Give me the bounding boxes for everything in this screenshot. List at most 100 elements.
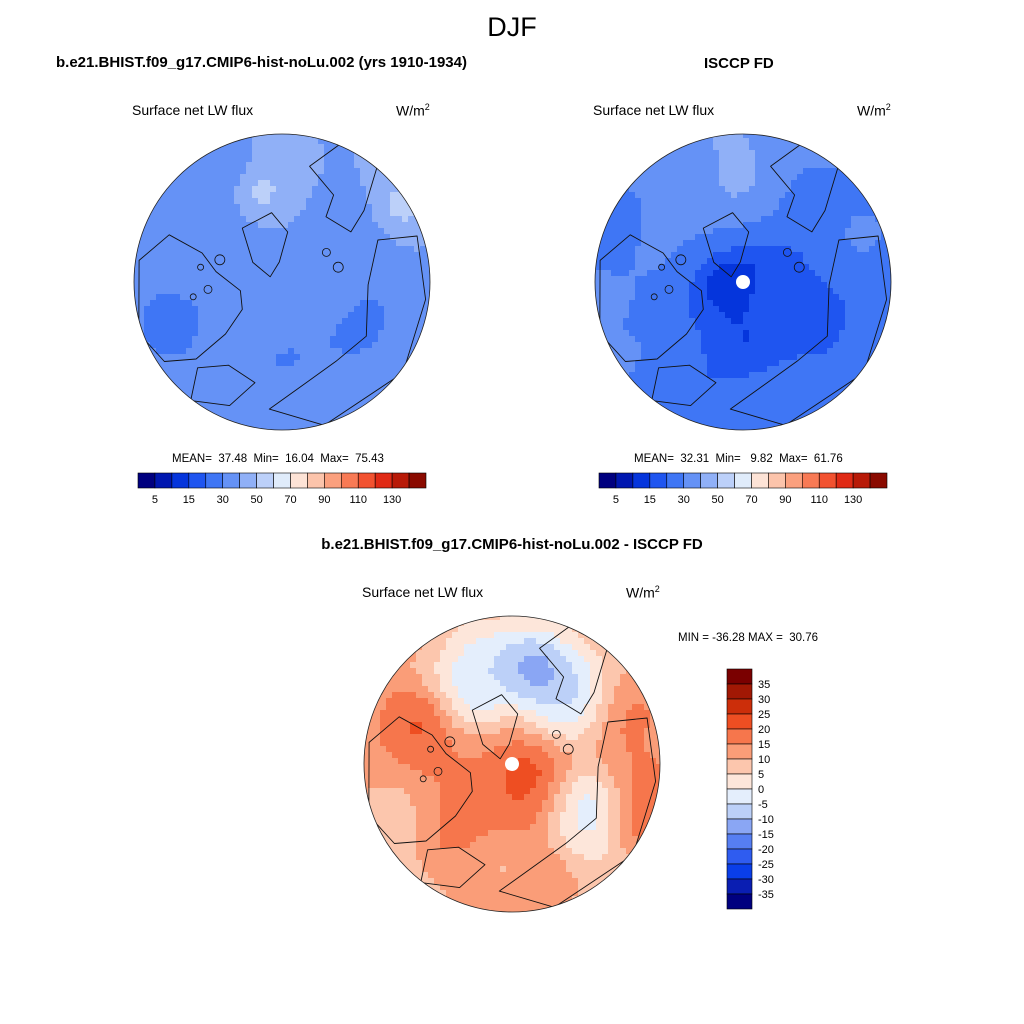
colorbar-swatch bbox=[726, 848, 753, 865]
colorbar-tick-label: 130 bbox=[383, 494, 401, 506]
model-variable-label: Surface net LW flux bbox=[132, 102, 254, 118]
colorbar-swatch bbox=[357, 472, 376, 489]
colorbar-swatch bbox=[239, 472, 257, 489]
colorbar-swatch bbox=[835, 472, 854, 489]
map-border bbox=[594, 133, 892, 431]
colorbar-swatch bbox=[717, 472, 735, 489]
colorbar-tick-label: 5 bbox=[613, 494, 619, 506]
colorbar-tick-label: 30 bbox=[217, 494, 229, 506]
diff-stats: MIN = -36.28 MAX = 30.76 bbox=[678, 632, 818, 644]
diff-colorbar: 35 30 25 20 15 10 5 0 -5 -10 -15 -20 -25 -30 -35 bbox=[726, 668, 774, 910]
colorbar-tick-label: 50 bbox=[250, 494, 262, 506]
colorbar-swatch bbox=[649, 472, 668, 489]
colorbar-swatch bbox=[726, 743, 753, 760]
obs-colorbar: 5 15 30 50 70 90 110 130 bbox=[598, 472, 888, 506]
colorbar-swatch bbox=[726, 818, 753, 835]
figure-title: DJF bbox=[487, 12, 537, 42]
colorbar-tick-label: 5 bbox=[152, 494, 158, 506]
colorbar-swatch bbox=[869, 472, 888, 489]
colorbar-tick-label: 5 bbox=[758, 769, 764, 781]
diff-units-label: W/m2 bbox=[626, 584, 660, 601]
colorbar-swatch bbox=[632, 472, 651, 489]
colorbar-swatch bbox=[408, 472, 427, 489]
colorbar-swatch bbox=[340, 472, 359, 489]
colorbar-tick-label: 70 bbox=[284, 494, 296, 506]
colorbar-tick-label: 15 bbox=[183, 494, 195, 506]
colorbar-swatch bbox=[726, 698, 753, 715]
colorbar-swatch bbox=[273, 472, 291, 489]
model-stats: MEAN= 37.48 Min= 16.04 Max= 75.43 bbox=[172, 453, 384, 465]
colorbar-tick-label: 110 bbox=[349, 494, 367, 506]
colorbar-swatch bbox=[726, 683, 753, 700]
colorbar-swatch bbox=[726, 833, 753, 850]
colorbar-swatch bbox=[726, 878, 753, 895]
obs-polar-map bbox=[594, 133, 892, 431]
colorbar-swatch bbox=[666, 472, 685, 489]
colorbar-swatch bbox=[726, 728, 753, 745]
colorbar-tick-label: 30 bbox=[678, 494, 690, 506]
colorbar-swatch bbox=[726, 773, 753, 790]
colorbar-tick-label: 90 bbox=[779, 494, 791, 506]
colorbar-tick-label: -20 bbox=[758, 844, 774, 856]
colorbar-swatch bbox=[726, 893, 753, 910]
map-border bbox=[363, 615, 661, 913]
colorbar-tick-label: -10 bbox=[758, 814, 774, 826]
colorbar-swatch bbox=[324, 472, 342, 489]
obs-stats: MEAN= 32.31 Min= 9.82 Max= 61.76 bbox=[634, 453, 843, 465]
diff-panel-title: b.e21.BHIST.f09_g17.CMIP6-hist-noLu.002 … bbox=[321, 536, 703, 553]
colorbar-tick-label: 30 bbox=[758, 694, 770, 706]
colorbar-swatch bbox=[726, 758, 753, 775]
colorbar-swatch bbox=[205, 472, 224, 489]
model-polar-map bbox=[133, 133, 431, 431]
colorbar-swatch bbox=[391, 472, 410, 489]
obs-panel-title: ISCCP FD bbox=[704, 55, 774, 72]
colorbar-swatch bbox=[801, 472, 820, 489]
colorbar-tick-label: -30 bbox=[758, 874, 774, 886]
colorbar-swatch bbox=[818, 472, 837, 489]
colorbar-swatch bbox=[374, 472, 393, 489]
colorbar-tick-label: 15 bbox=[758, 739, 770, 751]
diff-variable-label: Surface net LW flux bbox=[362, 584, 484, 600]
colorbar-swatch bbox=[137, 472, 156, 489]
colorbar-swatch bbox=[785, 472, 803, 489]
colorbar-tick-label: 70 bbox=[745, 494, 757, 506]
colorbar-tick-label: 130 bbox=[844, 494, 862, 506]
missing-pole bbox=[736, 275, 750, 289]
colorbar-swatch bbox=[171, 472, 190, 489]
model-colorbar: 5 15 30 50 70 90 110 130 bbox=[137, 472, 427, 506]
map-field bbox=[364, 616, 660, 912]
colorbar-swatch bbox=[222, 472, 240, 489]
colorbar-tick-label: 35 bbox=[758, 679, 770, 691]
colorbar-tick-label: 20 bbox=[758, 724, 770, 736]
colorbar-swatch bbox=[615, 472, 634, 489]
colorbar-swatch bbox=[256, 472, 274, 489]
colorbar-swatch bbox=[852, 472, 871, 489]
colorbar-tick-label: -25 bbox=[758, 859, 774, 871]
colorbar-swatch bbox=[726, 713, 753, 730]
colorbar-tick-label: 50 bbox=[711, 494, 723, 506]
obs-units-label: W/m2 bbox=[857, 102, 891, 119]
model-units-label: W/m2 bbox=[396, 102, 430, 119]
colorbar-tick-label: 90 bbox=[318, 494, 330, 506]
colorbar-swatch bbox=[726, 863, 753, 880]
colorbar-swatch bbox=[751, 472, 769, 489]
colorbar-swatch bbox=[734, 472, 752, 489]
colorbar-swatch bbox=[726, 788, 753, 805]
map-field bbox=[134, 134, 430, 430]
colorbar-tick-label: 15 bbox=[644, 494, 656, 506]
colorbar-swatch bbox=[683, 472, 701, 489]
colorbar-tick-label: 110 bbox=[810, 494, 828, 506]
colorbar-swatch bbox=[700, 472, 718, 489]
diff-polar-map bbox=[363, 615, 661, 913]
colorbar-swatch bbox=[726, 668, 753, 685]
colorbar-tick-label: -15 bbox=[758, 829, 774, 841]
colorbar-tick-label: -5 bbox=[758, 799, 768, 811]
colorbar-swatch bbox=[188, 472, 207, 489]
colorbar-tick-label: -35 bbox=[758, 889, 774, 901]
colorbar-swatch bbox=[307, 472, 325, 489]
colorbar-swatch bbox=[598, 472, 617, 489]
model-panel-title: b.e21.BHIST.f09_g17.CMIP6-hist-noLu.002 … bbox=[56, 54, 467, 71]
colorbar-tick-label: 25 bbox=[758, 709, 770, 721]
map-field bbox=[595, 134, 891, 430]
obs-variable-label: Surface net LW flux bbox=[593, 102, 715, 118]
